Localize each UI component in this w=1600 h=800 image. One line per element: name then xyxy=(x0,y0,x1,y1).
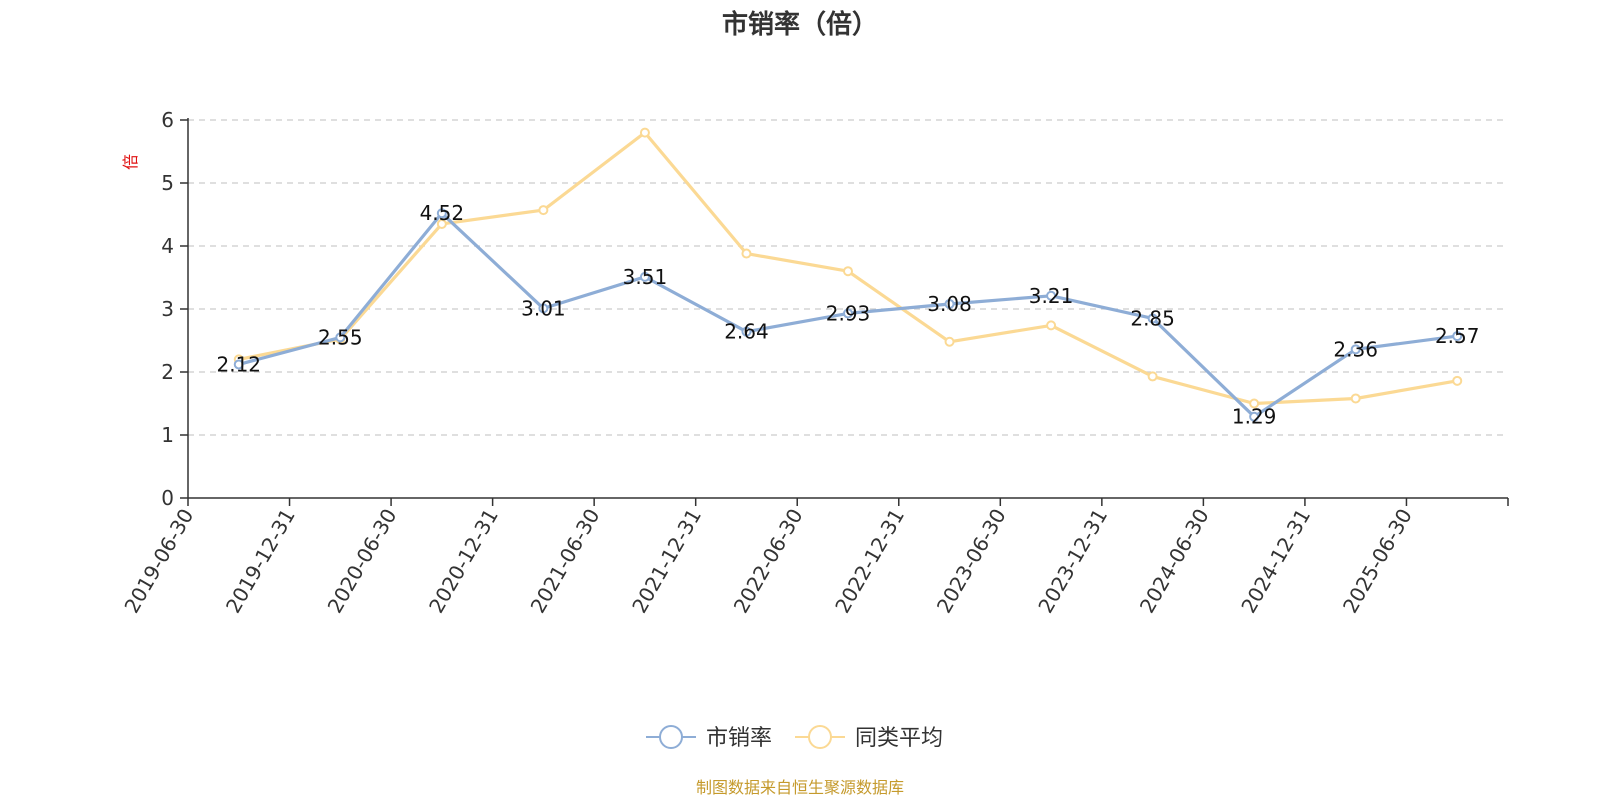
data-point xyxy=(741,248,752,259)
data-label: 1.29 xyxy=(1232,405,1277,429)
y-axis-unit-label: 倍 xyxy=(121,154,140,170)
data-point xyxy=(538,303,549,314)
y-tick-label: 3 xyxy=(161,297,174,321)
x-tick-label: 2022-06-30 xyxy=(729,505,808,618)
legend-item[interactable]: 市销率 xyxy=(646,725,772,751)
x-tick-label: 2019-06-30 xyxy=(119,505,198,618)
data-label: 2.85 xyxy=(1130,306,1175,330)
legend-swatch-marker xyxy=(808,725,832,749)
data-point xyxy=(538,205,549,216)
series-lines xyxy=(233,127,1463,422)
data-point xyxy=(1350,393,1361,404)
data-point xyxy=(1046,290,1057,301)
x-tick-label: 2022-12-31 xyxy=(830,505,909,618)
data-point xyxy=(1350,344,1361,355)
data-point xyxy=(944,298,955,309)
data-label: 2.12 xyxy=(217,352,262,376)
data-point xyxy=(1452,375,1463,386)
data-point xyxy=(1249,398,1260,409)
source-note: 制图数据来自恒生聚源数据库 xyxy=(696,778,904,797)
data-labels: 2.12 2.55 4.52 3.01 3.51 2.64 2.93 3.08 3.21 2.85… xyxy=(217,201,1480,428)
data-label: 3.21 xyxy=(1029,284,1074,308)
legend-swatch-marker xyxy=(659,725,683,749)
data-label: 2.36 xyxy=(1333,337,1378,361)
legend[interactable]: 市销率 同类平均 xyxy=(646,725,943,751)
data-point xyxy=(843,266,853,277)
x-tick-label: 2024-06-30 xyxy=(1135,505,1214,618)
x-tick-label: 2021-06-30 xyxy=(526,505,605,618)
chart-title: 市销率（倍） xyxy=(722,9,878,40)
data-label: 2.57 xyxy=(1435,324,1480,348)
x-tick-label: 2023-06-30 xyxy=(932,505,1011,618)
data-label: 4.52 xyxy=(420,201,465,225)
data-label: 2.64 xyxy=(724,320,769,344)
data-label: 2.55 xyxy=(318,325,363,349)
legend-label: 市销率 xyxy=(706,726,772,751)
x-tick-label: 2019-12-31 xyxy=(221,505,300,618)
y-tick-label: 6 xyxy=(161,108,174,132)
data-point xyxy=(1147,371,1158,382)
data-point xyxy=(1452,331,1463,342)
y-tick-label: 5 xyxy=(161,171,174,195)
data-point xyxy=(741,326,752,337)
x-tick-label: 2020-12-31 xyxy=(424,505,503,618)
x-tick-label: 2021-12-31 xyxy=(627,505,706,618)
data-label: 2.93 xyxy=(826,301,871,325)
x-tick-label: 2025-06-30 xyxy=(1338,505,1417,618)
data-point xyxy=(639,127,650,138)
grid-lines xyxy=(188,119,1508,436)
y-tick-label: 4 xyxy=(161,234,174,258)
data-label: 3.51 xyxy=(623,265,668,289)
x-tick-label: 2024-12-31 xyxy=(1236,505,1315,618)
data-point xyxy=(233,359,244,370)
axes: 0 1 2 3 4 5 6 倍 2019-06-30 2019-12-31 2020-06-30 20… xyxy=(119,108,1509,618)
data-point xyxy=(436,218,447,229)
data-point xyxy=(335,332,346,343)
y-tick-label: 0 xyxy=(161,486,174,510)
y-tick-label: 2 xyxy=(161,360,174,384)
legend-item[interactable]: 同类平均 xyxy=(795,725,943,751)
data-label: 3.01 xyxy=(521,296,566,320)
x-tick-label: 2020-06-30 xyxy=(323,505,402,618)
data-point xyxy=(1046,320,1057,331)
data-label: 3.08 xyxy=(927,292,972,316)
data-point xyxy=(843,308,853,319)
y-tick-label: 1 xyxy=(161,423,174,447)
data-point xyxy=(436,208,447,219)
data-point xyxy=(639,271,650,282)
x-tick-label: 2023-12-31 xyxy=(1033,505,1112,618)
legend-label: 同类平均 xyxy=(855,726,943,751)
data-point xyxy=(944,336,955,347)
data-point xyxy=(1249,411,1260,422)
data-point xyxy=(1147,313,1158,324)
